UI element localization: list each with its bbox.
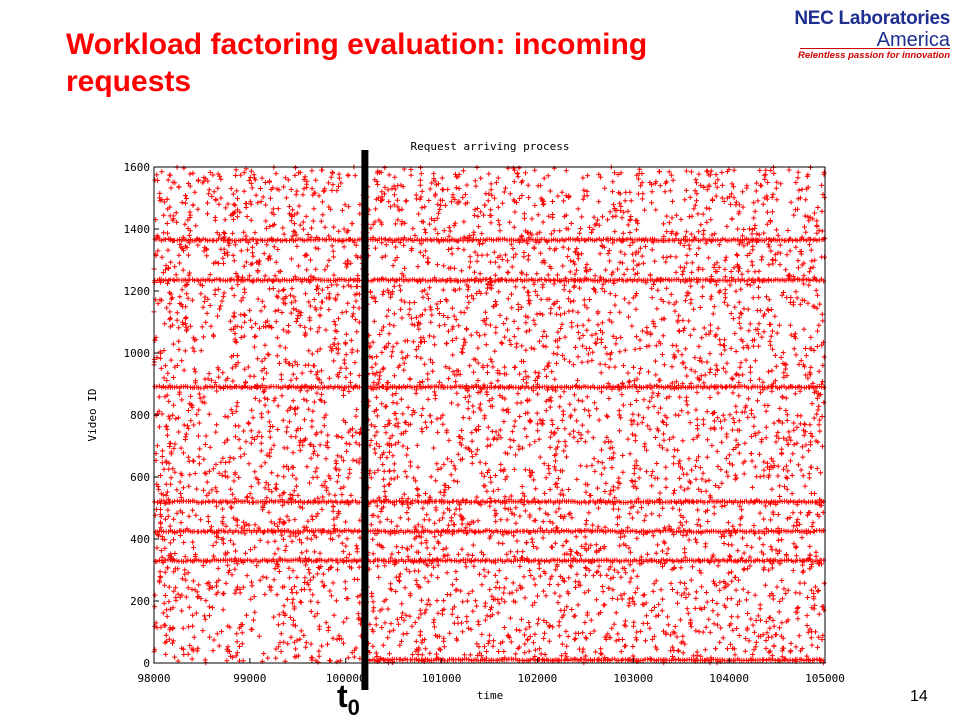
logo-line-1: NEC Laboratories <box>794 8 950 29</box>
request-markers <box>151 164 828 666</box>
y-tick-label: 0 <box>143 657 150 670</box>
axis-ticks: 98000 99000 100000 101000 102000 103000 104000… <box>124 161 845 685</box>
y-tick-label: 600 <box>130 471 150 484</box>
logo-tagline: Relentless passion for innovation <box>797 50 950 61</box>
t0-label: t0 <box>337 680 360 724</box>
x-tick-label: 101000 <box>422 672 462 685</box>
x-tick-label: 102000 <box>518 672 558 685</box>
slide-title: Workload factoring evaluation: incoming … <box>66 28 648 98</box>
y-tick-label: 1400 <box>124 223 151 236</box>
t0-base: t <box>337 678 348 714</box>
scatter-points <box>151 164 828 666</box>
y-tick-label: 1000 <box>124 347 151 360</box>
x-tick-label: 103000 <box>613 672 653 685</box>
x-tick-label: 104000 <box>709 672 749 685</box>
x-tick-label: 99000 <box>233 672 266 685</box>
chart-title: Request arriving process <box>411 140 570 153</box>
y-tick-label: 400 <box>130 533 150 546</box>
logo-rule <box>800 48 950 49</box>
t0-subscript: 0 <box>347 695 360 720</box>
x-tick-label: 100000 <box>326 672 366 685</box>
y-axis-label: Video ID <box>86 389 99 442</box>
x-axis-label: time <box>477 689 504 702</box>
y-tick-label: 1200 <box>124 285 151 298</box>
x-tick-label: 98000 <box>137 672 170 685</box>
y-tick-label: 800 <box>130 409 150 422</box>
nec-labs-logo: NEC Laboratories America Relentless pass… <box>790 8 950 64</box>
x-tick-label: 105000 <box>805 672 845 685</box>
y-tick-label: 200 <box>130 595 150 608</box>
page-number: 14 <box>910 688 928 705</box>
logo-line-2: America <box>876 29 950 51</box>
y-tick-label: 1600 <box>124 161 151 174</box>
